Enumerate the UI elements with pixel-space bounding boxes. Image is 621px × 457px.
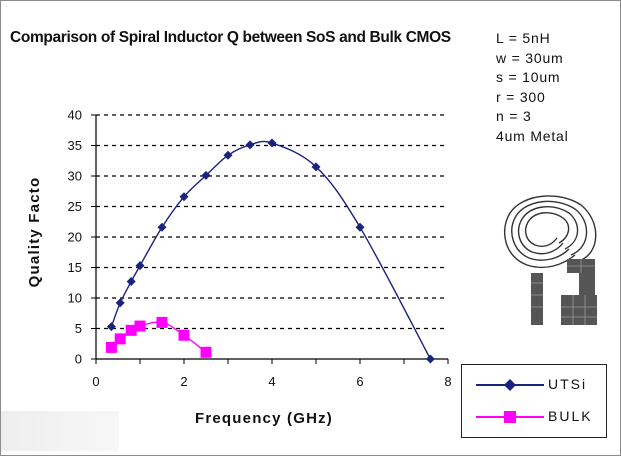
watermark-patch — [1, 411, 119, 451]
data-point-bulk-1 — [114, 333, 126, 345]
param-width: w = 30um — [496, 49, 564, 66]
spiral-inductor-icon — [503, 195, 597, 325]
y-tick-label-5: 5 — [75, 321, 82, 336]
chart-title: Comparison of Spiral Inductor Q between … — [10, 29, 451, 46]
y-tick-label-35: 35 — [68, 138, 82, 153]
legend-label-utsi: UTSi — [548, 376, 588, 392]
legend: UTSi BULK — [461, 364, 607, 438]
param-spacing: s = 10um — [496, 69, 561, 86]
x-tick-label-6: 6 — [356, 374, 363, 389]
inductor-parameters: L = 5nH w = 30um s = 10um r = 300 n = 3 … — [496, 29, 569, 147]
param-metal: 4um Metal — [496, 127, 569, 144]
x-axis-title: Frequency (GHz) — [195, 410, 333, 427]
data-point-utsi-3 — [135, 261, 145, 271]
data-point-bulk-0 — [105, 341, 117, 353]
data-point-utsi-4 — [157, 222, 167, 232]
y-tick-label-20: 20 — [68, 230, 82, 245]
data-point-bulk-3 — [134, 320, 146, 332]
y-tick-label-15: 15 — [68, 260, 82, 275]
x-tick-label-0: 0 — [92, 374, 99, 389]
param-radius: r = 300 — [496, 88, 546, 105]
data-point-utsi-10 — [311, 162, 321, 172]
legend-label-bulk: BULK — [548, 408, 593, 424]
x-tick-label-8: 8 — [444, 374, 451, 389]
data-point-utsi-7 — [223, 150, 233, 160]
y-tick-label-10: 10 — [68, 291, 82, 306]
data-point-utsi-8 — [245, 140, 255, 150]
y-axis-title: Quality Facto — [26, 177, 43, 288]
param-inductance: L = 5nH — [496, 30, 551, 46]
data-point-utsi-9 — [267, 138, 277, 148]
diamond-marker-icon — [504, 379, 516, 391]
x-tick-label-4: 4 — [268, 374, 275, 389]
y-tick-label-25: 25 — [68, 199, 82, 214]
param-turns: n = 3 — [496, 108, 532, 125]
data-point-utsi-0 — [106, 322, 116, 332]
data-point-bulk-5 — [178, 329, 190, 341]
legend-item-bulk: BULK — [462, 405, 606, 429]
square-marker-icon — [504, 411, 516, 423]
y-tick-label-0: 0 — [75, 352, 82, 367]
data-point-utsi-1 — [115, 298, 125, 308]
data-point-utsi-6 — [201, 170, 211, 180]
x-tick-label-2: 2 — [180, 374, 187, 389]
data-point-bulk-6 — [200, 346, 212, 358]
data-point-utsi-12 — [425, 354, 435, 364]
data-point-utsi-5 — [179, 192, 189, 202]
y-tick-label-40: 40 — [68, 108, 82, 123]
data-point-utsi-2 — [126, 277, 136, 287]
y-tick-label-30: 30 — [68, 169, 82, 184]
data-point-bulk-2 — [125, 324, 137, 336]
data-point-utsi-11 — [355, 222, 365, 232]
legend-item-utsi: UTSi — [462, 373, 606, 397]
data-point-bulk-4 — [156, 316, 168, 328]
